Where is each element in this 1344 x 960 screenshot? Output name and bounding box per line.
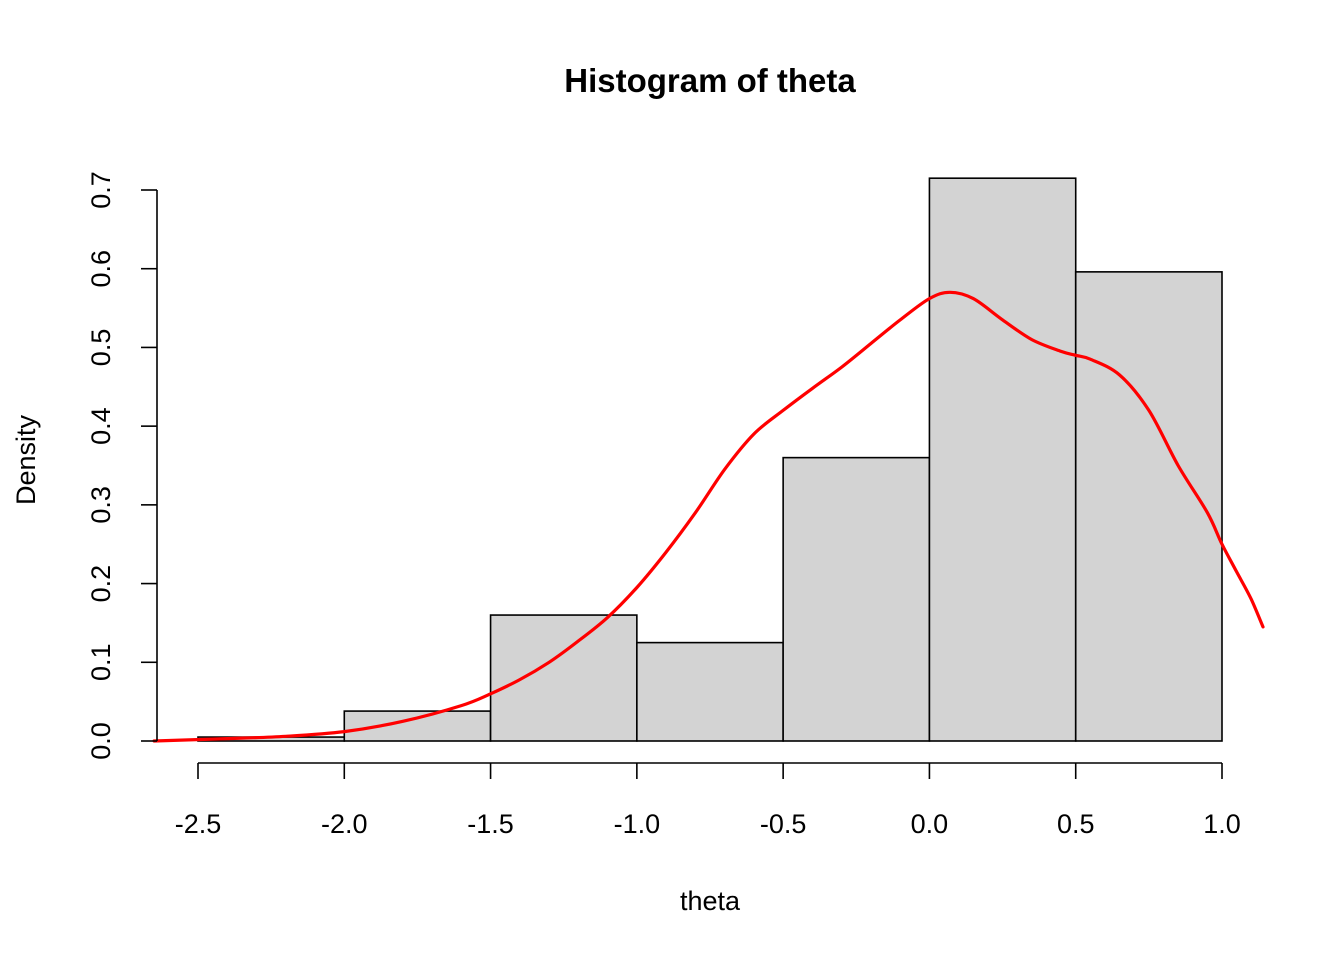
density-curve [152,290,1265,743]
y-axis-label: Density [11,414,41,505]
y-tick-label-5: 0.5 [86,329,116,367]
x-tick-label-4: -0.5 [760,809,807,839]
histogram-bar-5 [928,177,1077,742]
histogram-bar-4 [782,456,931,742]
x-axis: -2.5 -2.0 -1.5 -1.0 -0.5 0.0 0.5 1.0 [175,762,1241,839]
histogram-bar-3 [636,641,784,742]
x-tick-label-6: 0.5 [1057,809,1095,839]
chart-title: Histogram of theta [564,62,856,99]
x-tick-label-5: 0.0 [911,809,949,839]
y-tick-label-4: 0.4 [86,407,116,445]
y-axis: 0.0 0.1 0.2 0.3 0.4 0.5 0.6 0.7 [86,171,158,760]
x-tick-label-1: -2.0 [321,809,368,839]
y-tick-label-6: 0.6 [86,250,116,288]
y-tick-label-1: 0.1 [86,644,116,682]
x-tick-label-2: -1.5 [467,809,514,839]
y-tick-label-0: 0.0 [86,722,116,760]
x-tick-label-0: -2.5 [175,809,222,839]
histogram-bar-1 [343,710,492,742]
x-tick-label-3: -1.0 [614,809,661,839]
histogram-bar-2 [489,614,638,742]
y-tick-label-7: 0.7 [86,171,116,209]
y-tick-label-3: 0.3 [86,486,116,524]
histogram-bar-6 [1074,271,1223,742]
y-tick-label-2: 0.2 [86,565,116,603]
histogram-bars [197,177,1223,742]
x-tick-label-7: 1.0 [1203,809,1241,839]
x-axis-label: theta [680,886,741,916]
